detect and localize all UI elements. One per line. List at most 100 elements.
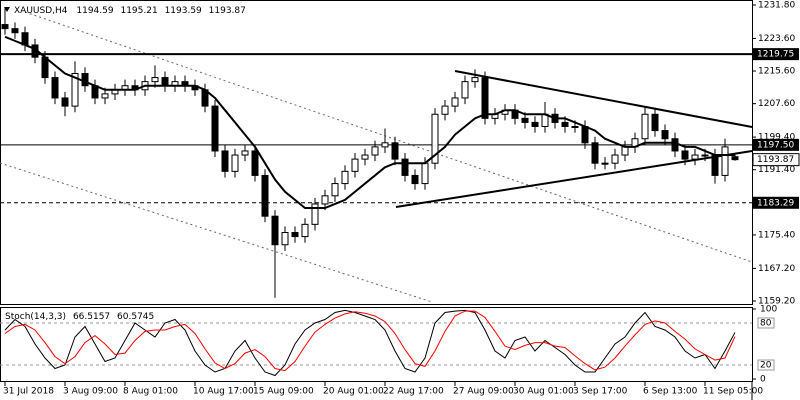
candle-body xyxy=(101,93,109,99)
stoch-k xyxy=(4,309,736,377)
candle-body xyxy=(611,154,619,164)
x-tick-label: 22 Aug 17:00 xyxy=(383,387,444,397)
y-tick-label: 1199.40 xyxy=(758,133,795,143)
stoch-name: Stoch(14,3,3) xyxy=(5,312,66,322)
candle-body xyxy=(581,125,589,144)
candle-body xyxy=(721,146,729,176)
candle-body xyxy=(411,174,419,185)
candle-body xyxy=(71,72,79,107)
candle-body xyxy=(331,183,339,197)
stoch-tick-label: 0 xyxy=(760,375,766,385)
stoch-frame xyxy=(0,307,753,382)
main-frame xyxy=(0,0,753,305)
stoch-header: Stoch(14,3,3) 66.5157 60.5745 xyxy=(5,312,154,322)
stoch-k-value: 66.5157 xyxy=(73,312,110,322)
x-tick-label: 3 Sep 17:00 xyxy=(573,387,628,397)
candle-body xyxy=(291,232,299,238)
candle-body xyxy=(661,130,669,140)
y-tick-label: 1231.80 xyxy=(758,1,795,11)
candle-body xyxy=(251,150,259,176)
x-tick-label: 3 Aug 09:00 xyxy=(63,387,118,397)
y-tick-label: 1175.40 xyxy=(758,230,795,240)
candle-body xyxy=(51,77,59,99)
candle-body xyxy=(81,72,89,87)
candle-body xyxy=(381,142,389,148)
symbol: XAUUSD,H4 xyxy=(14,6,68,16)
candle-body xyxy=(621,146,629,156)
channel-line xyxy=(24,11,753,263)
y-tick-label: 1215.60 xyxy=(758,67,795,77)
x-tick-label: 31 Jul 2018 xyxy=(3,387,54,397)
stoch-tick-label: 100 xyxy=(760,305,777,315)
high: 1195.21 xyxy=(120,6,157,16)
candle-body xyxy=(691,154,699,160)
x-tick-label: 10 Aug 17:00 xyxy=(193,387,254,397)
x-tick-label: 6 Sep 13:00 xyxy=(643,387,698,397)
triangle-upper xyxy=(454,70,753,128)
stoch-d xyxy=(4,310,736,372)
level-label: 1183.29 xyxy=(757,198,794,208)
candle-body xyxy=(211,105,219,152)
x-tick-label: 20 Aug 01:00 xyxy=(323,387,384,397)
level-label-box xyxy=(753,196,799,209)
level-label-box xyxy=(753,138,799,151)
candle-body xyxy=(421,162,429,185)
candle-body xyxy=(161,77,169,87)
stoch-tick-label: 20 xyxy=(760,361,772,371)
candle-body xyxy=(451,97,459,107)
candle-body xyxy=(231,154,239,172)
candle-body xyxy=(481,77,489,119)
candle-body xyxy=(521,117,529,123)
candle-body xyxy=(301,223,309,238)
candle-body xyxy=(571,125,579,128)
candle-body xyxy=(371,146,379,156)
candle-body xyxy=(591,142,599,164)
menu-arrow xyxy=(4,7,10,12)
x-tick-label: 11 Sep 05:00 xyxy=(703,387,763,397)
x-tick-label: 27 Aug 09:00 xyxy=(453,387,514,397)
candle-body xyxy=(401,158,409,176)
y-tick-label: 1159.20 xyxy=(758,297,795,307)
stoch-level-box xyxy=(757,317,775,329)
candle-body xyxy=(461,81,469,99)
stoch-d-value: 60.5745 xyxy=(117,312,154,322)
candle-body xyxy=(261,174,269,217)
candle-body xyxy=(151,77,159,83)
y-tick-label: 1167.20 xyxy=(758,264,795,274)
candle-body xyxy=(601,162,609,165)
candle-body xyxy=(351,158,359,172)
level-label: 1219.75 xyxy=(757,50,794,60)
candle-body xyxy=(681,150,689,160)
stoch-level-box xyxy=(757,359,775,371)
x-tick-label: 30 Aug 01:00 xyxy=(513,387,574,397)
candle-body xyxy=(471,77,479,83)
candle-body xyxy=(11,28,19,34)
level-label: 1197.50 xyxy=(757,140,794,150)
candle-body xyxy=(311,203,319,225)
candle-body xyxy=(241,150,249,156)
candle-body xyxy=(641,113,649,140)
candle-body xyxy=(361,154,369,160)
low: 1193.59 xyxy=(165,6,202,16)
candle-body xyxy=(61,97,69,107)
x-tick-label: 15 Aug 09:00 xyxy=(253,387,314,397)
candle-body xyxy=(731,156,739,161)
price-label-box xyxy=(752,153,800,167)
candle-body xyxy=(1,24,9,30)
stoch-tick-label: 80 xyxy=(760,319,772,329)
triangle-lower xyxy=(395,150,753,208)
candle-body xyxy=(701,154,709,157)
candle-body xyxy=(271,215,279,246)
candle-body xyxy=(321,195,329,205)
candle-body xyxy=(221,150,229,172)
channel-line xyxy=(0,162,433,303)
candle-body xyxy=(281,232,289,246)
candle-body xyxy=(561,121,569,127)
candle-body xyxy=(711,154,719,176)
y-tick-label: 1207.60 xyxy=(758,99,795,109)
y-tick-label: 1191.40 xyxy=(758,165,795,175)
candle-body xyxy=(391,142,399,160)
candle-body xyxy=(341,170,349,185)
